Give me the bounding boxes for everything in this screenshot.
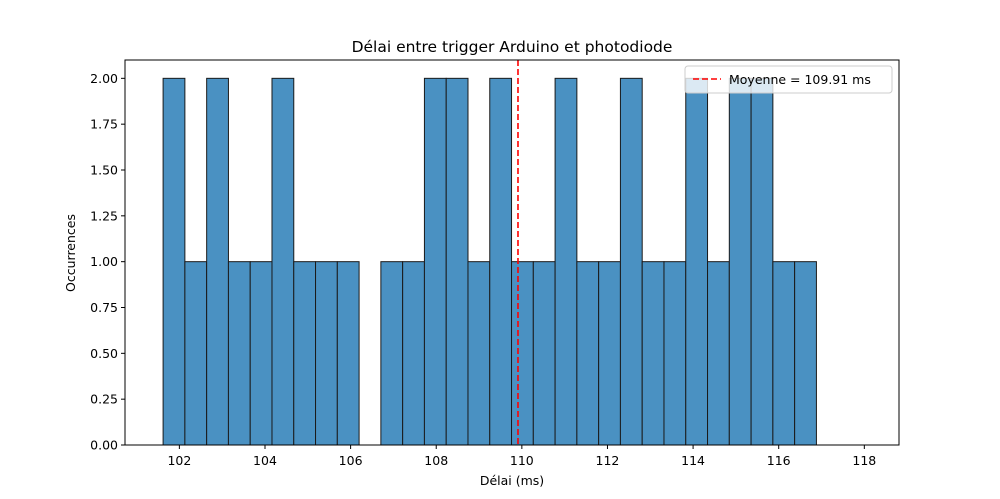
histogram-bar — [598, 261, 621, 446]
histogram-bar — [402, 261, 425, 446]
x-axis-label: Délai (ms) — [480, 473, 544, 488]
legend: Moyenne = 109.91 ms — [684, 65, 893, 94]
histogram-bar — [206, 77, 229, 446]
histogram-bar — [380, 261, 404, 446]
histogram-bar — [576, 261, 600, 446]
histogram-bar — [445, 77, 469, 446]
histogram-bar — [772, 261, 796, 446]
histogram-bar — [315, 261, 338, 446]
histogram-bar — [728, 77, 752, 446]
histogram-bar — [707, 261, 730, 446]
histogram-bar — [532, 261, 556, 446]
axes-group: 102 104 106 108 110 112 114 116 118 0.00 0.25 0.50 0… — [90, 59, 900, 468]
x-tick-label: 104 — [253, 453, 277, 468]
y-tick-label: 1.75 — [90, 117, 118, 132]
plot-frame — [124, 59, 900, 446]
y-tick-label: 1.00 — [90, 254, 118, 269]
histogram-bar — [293, 261, 317, 446]
histogram-bar — [685, 77, 709, 446]
y-axis-label: Occurrences — [63, 214, 78, 292]
y-tick-label: 0.75 — [90, 300, 118, 315]
x-tick-label: 112 — [596, 453, 620, 468]
y-tick-label: 0.50 — [90, 346, 118, 361]
histogram-bar — [641, 261, 665, 446]
histogram-bar — [663, 261, 687, 446]
y-tick-label: 2.00 — [90, 71, 118, 86]
histogram-bar — [227, 261, 251, 446]
histogram-bar — [423, 77, 447, 446]
x-tick-label: 106 — [339, 453, 363, 468]
y-tick-label: 0.25 — [90, 392, 118, 407]
histogram-bar — [794, 261, 817, 446]
x-tick-label: 116 — [767, 453, 791, 468]
chart-title: Délai entre trigger Arduino et photodiod… — [352, 38, 673, 56]
legend-box — [684, 65, 893, 94]
histogram-bar — [336, 261, 360, 446]
histogram-bar — [162, 77, 186, 446]
histogram-bar — [554, 77, 578, 446]
x-tick-label: 108 — [424, 453, 448, 468]
histogram-bar — [619, 77, 643, 446]
x-tick-label: 114 — [681, 453, 705, 468]
legend-mean-label: Moyenne = 109.91 ms — [729, 72, 871, 87]
histogram-bar — [467, 261, 491, 446]
x-tick-label: 110 — [510, 453, 534, 468]
histogram-bar — [511, 261, 534, 446]
y-tick-label: 0.00 — [90, 438, 118, 453]
y-tick-label: 1.50 — [90, 163, 118, 178]
histogram-bar — [271, 77, 295, 446]
histogram-bar — [750, 77, 774, 446]
x-tick-label: 118 — [852, 453, 876, 468]
histogram-bar — [489, 77, 513, 446]
x-tick-label: 102 — [167, 453, 191, 468]
histogram-bar — [249, 261, 273, 446]
y-tick-label: 1.25 — [90, 208, 118, 223]
histogram-bar — [184, 261, 208, 446]
bars-group — [162, 77, 817, 446]
